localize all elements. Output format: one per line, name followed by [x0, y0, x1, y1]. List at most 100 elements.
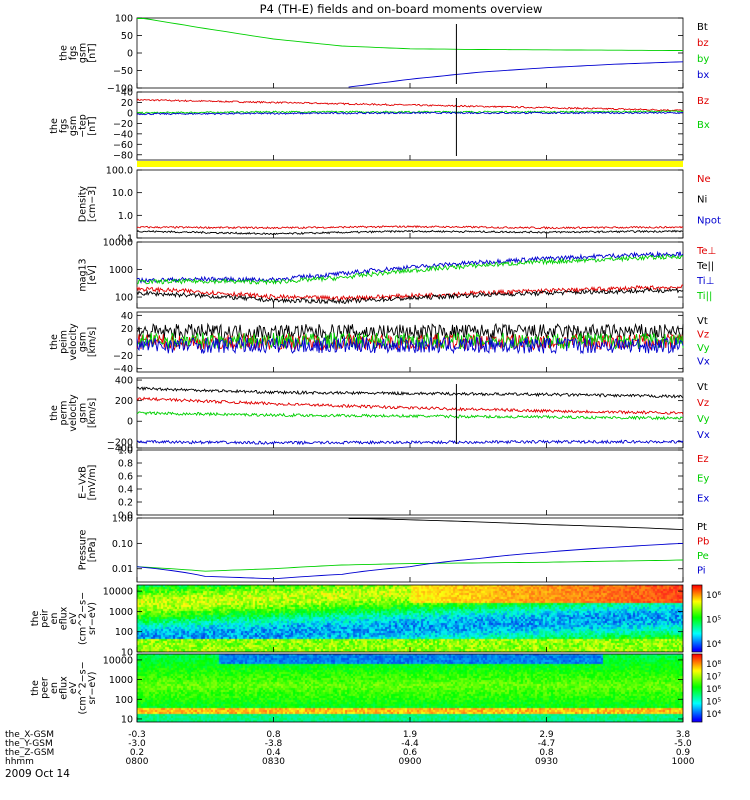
ytick-label: 100.0	[106, 166, 133, 177]
legend-label: Npot	[697, 215, 721, 226]
ytick-label: 0.10	[112, 539, 133, 550]
ylabel-line: [cm−3]	[87, 186, 98, 222]
colorbar-tick-label: 10⁶	[706, 591, 721, 601]
ylabel-line: the	[49, 118, 60, 134]
ytick-label: 0.8	[118, 459, 133, 470]
series-line-Vy	[136, 411, 684, 421]
ytick-label: 200	[115, 396, 133, 407]
date-label: 2009 Oct 14	[5, 768, 70, 780]
ytick-label: −40	[113, 364, 133, 375]
ytick-label: −50	[113, 66, 133, 77]
ytick-label: 50	[121, 31, 133, 42]
ylabel-line: gsm	[78, 43, 89, 63]
frame-p8	[136, 517, 684, 583]
footer-row-label: the_X-GSM	[5, 730, 54, 740]
footer-value: -4.4	[401, 739, 419, 749]
colorbar-p10	[692, 654, 702, 722]
legend-label: Pi	[697, 566, 706, 577]
legend-label: Ex	[697, 493, 709, 504]
ylabel-line: gsm	[78, 332, 89, 352]
footer-value: 0930	[535, 757, 558, 767]
ylabel-line: [nPa]	[87, 538, 98, 563]
ylabel-p3: Density[cm−3]	[78, 186, 99, 222]
legend-label: Bt	[697, 22, 708, 33]
series-line-Te||	[136, 287, 684, 305]
ytick-label: 0	[127, 108, 133, 119]
legend-label: Ni	[697, 195, 707, 206]
ylabel-line: eV	[68, 612, 79, 625]
ylabel-p4: mag13[eV]	[78, 258, 99, 291]
footer-value: 0.2	[130, 748, 144, 758]
ytick-label: 0.1	[118, 234, 133, 245]
ylabel-line: peir	[40, 609, 51, 628]
ylabel-line: sr−eV)	[87, 672, 98, 705]
series-line-Pt	[348, 518, 684, 531]
legend-label: Te||	[696, 261, 714, 272]
series-line-Bx	[136, 110, 684, 115]
ylabel-line: en	[49, 682, 60, 694]
ytick-label: 0.01	[112, 564, 133, 575]
ylabel-line: peer	[40, 677, 51, 699]
ytick-label: 100	[115, 293, 133, 304]
spectrogram-p9	[137, 585, 683, 652]
ytick-label: 100	[115, 14, 133, 25]
ylabel-line: −tep	[78, 114, 89, 138]
ytick-label: 10	[121, 648, 133, 659]
series-line-Pe	[136, 559, 684, 572]
footer-value: -0.3	[128, 730, 146, 740]
spectrogram-p10	[137, 654, 683, 722]
ylabel-p8: Pressure[nPa]	[78, 530, 99, 571]
ylabel-line: (cm^2−s−	[78, 592, 89, 645]
ylabel-line: [nT]	[87, 43, 98, 62]
legend-label: Pt	[697, 522, 707, 533]
colorbar-tick-label: 10⁵	[706, 698, 721, 708]
series-line-Bz	[136, 98, 684, 112]
footer-value: -3.8	[265, 739, 283, 749]
ytick-label: −100	[107, 84, 133, 95]
ytick-label: 10.0	[112, 188, 133, 199]
colorbar-tick-label: 10⁴	[706, 640, 721, 650]
footer-row-label: hhmm	[5, 757, 34, 767]
ylabel-line: Pressure	[78, 530, 89, 571]
ylabel-line: the	[49, 405, 60, 421]
series-line-Vx	[136, 335, 684, 355]
frame-p2	[136, 91, 684, 161]
frame-p6	[136, 377, 684, 449]
legend-label: by	[697, 54, 709, 65]
footer-value: 2.9	[539, 730, 554, 740]
footer-value: 1000	[672, 757, 695, 767]
frame-p1	[136, 17, 684, 89]
series-line-Pi	[136, 542, 684, 580]
series-line-Vt	[136, 386, 684, 399]
legend-label: Vz	[697, 330, 709, 341]
ylabel-line: [nT]	[87, 116, 98, 135]
legend-label: Vx	[697, 430, 710, 441]
ytick-label: 10000	[103, 238, 133, 249]
legend-label: Ey	[697, 474, 709, 485]
footer-value: -4.7	[538, 739, 556, 749]
ytick-label: −400	[107, 444, 133, 455]
legend-label: Bx	[697, 120, 710, 131]
panel-p7: E−VxB[mV/m] 1.0 0.8 0.6 0.4 0.2 0.0 Ez Ey Ex	[78, 446, 710, 522]
ylabel-line: gsm	[78, 403, 89, 423]
ylabel-line: gsm	[68, 116, 79, 136]
ylabel-line: eflux	[59, 606, 70, 630]
footer-value: 0.4	[266, 748, 281, 758]
legend-label: Vx	[697, 357, 710, 368]
ytick-label: 0.2	[118, 498, 133, 509]
ytick-label: 0.4	[118, 485, 133, 496]
ylabel-p7: E−VxB[mV/m]	[78, 465, 99, 501]
ylabel-line: [mV/m]	[87, 465, 98, 501]
ytick-label: 10000	[103, 587, 133, 598]
footer-value: 0.8	[266, 730, 281, 740]
